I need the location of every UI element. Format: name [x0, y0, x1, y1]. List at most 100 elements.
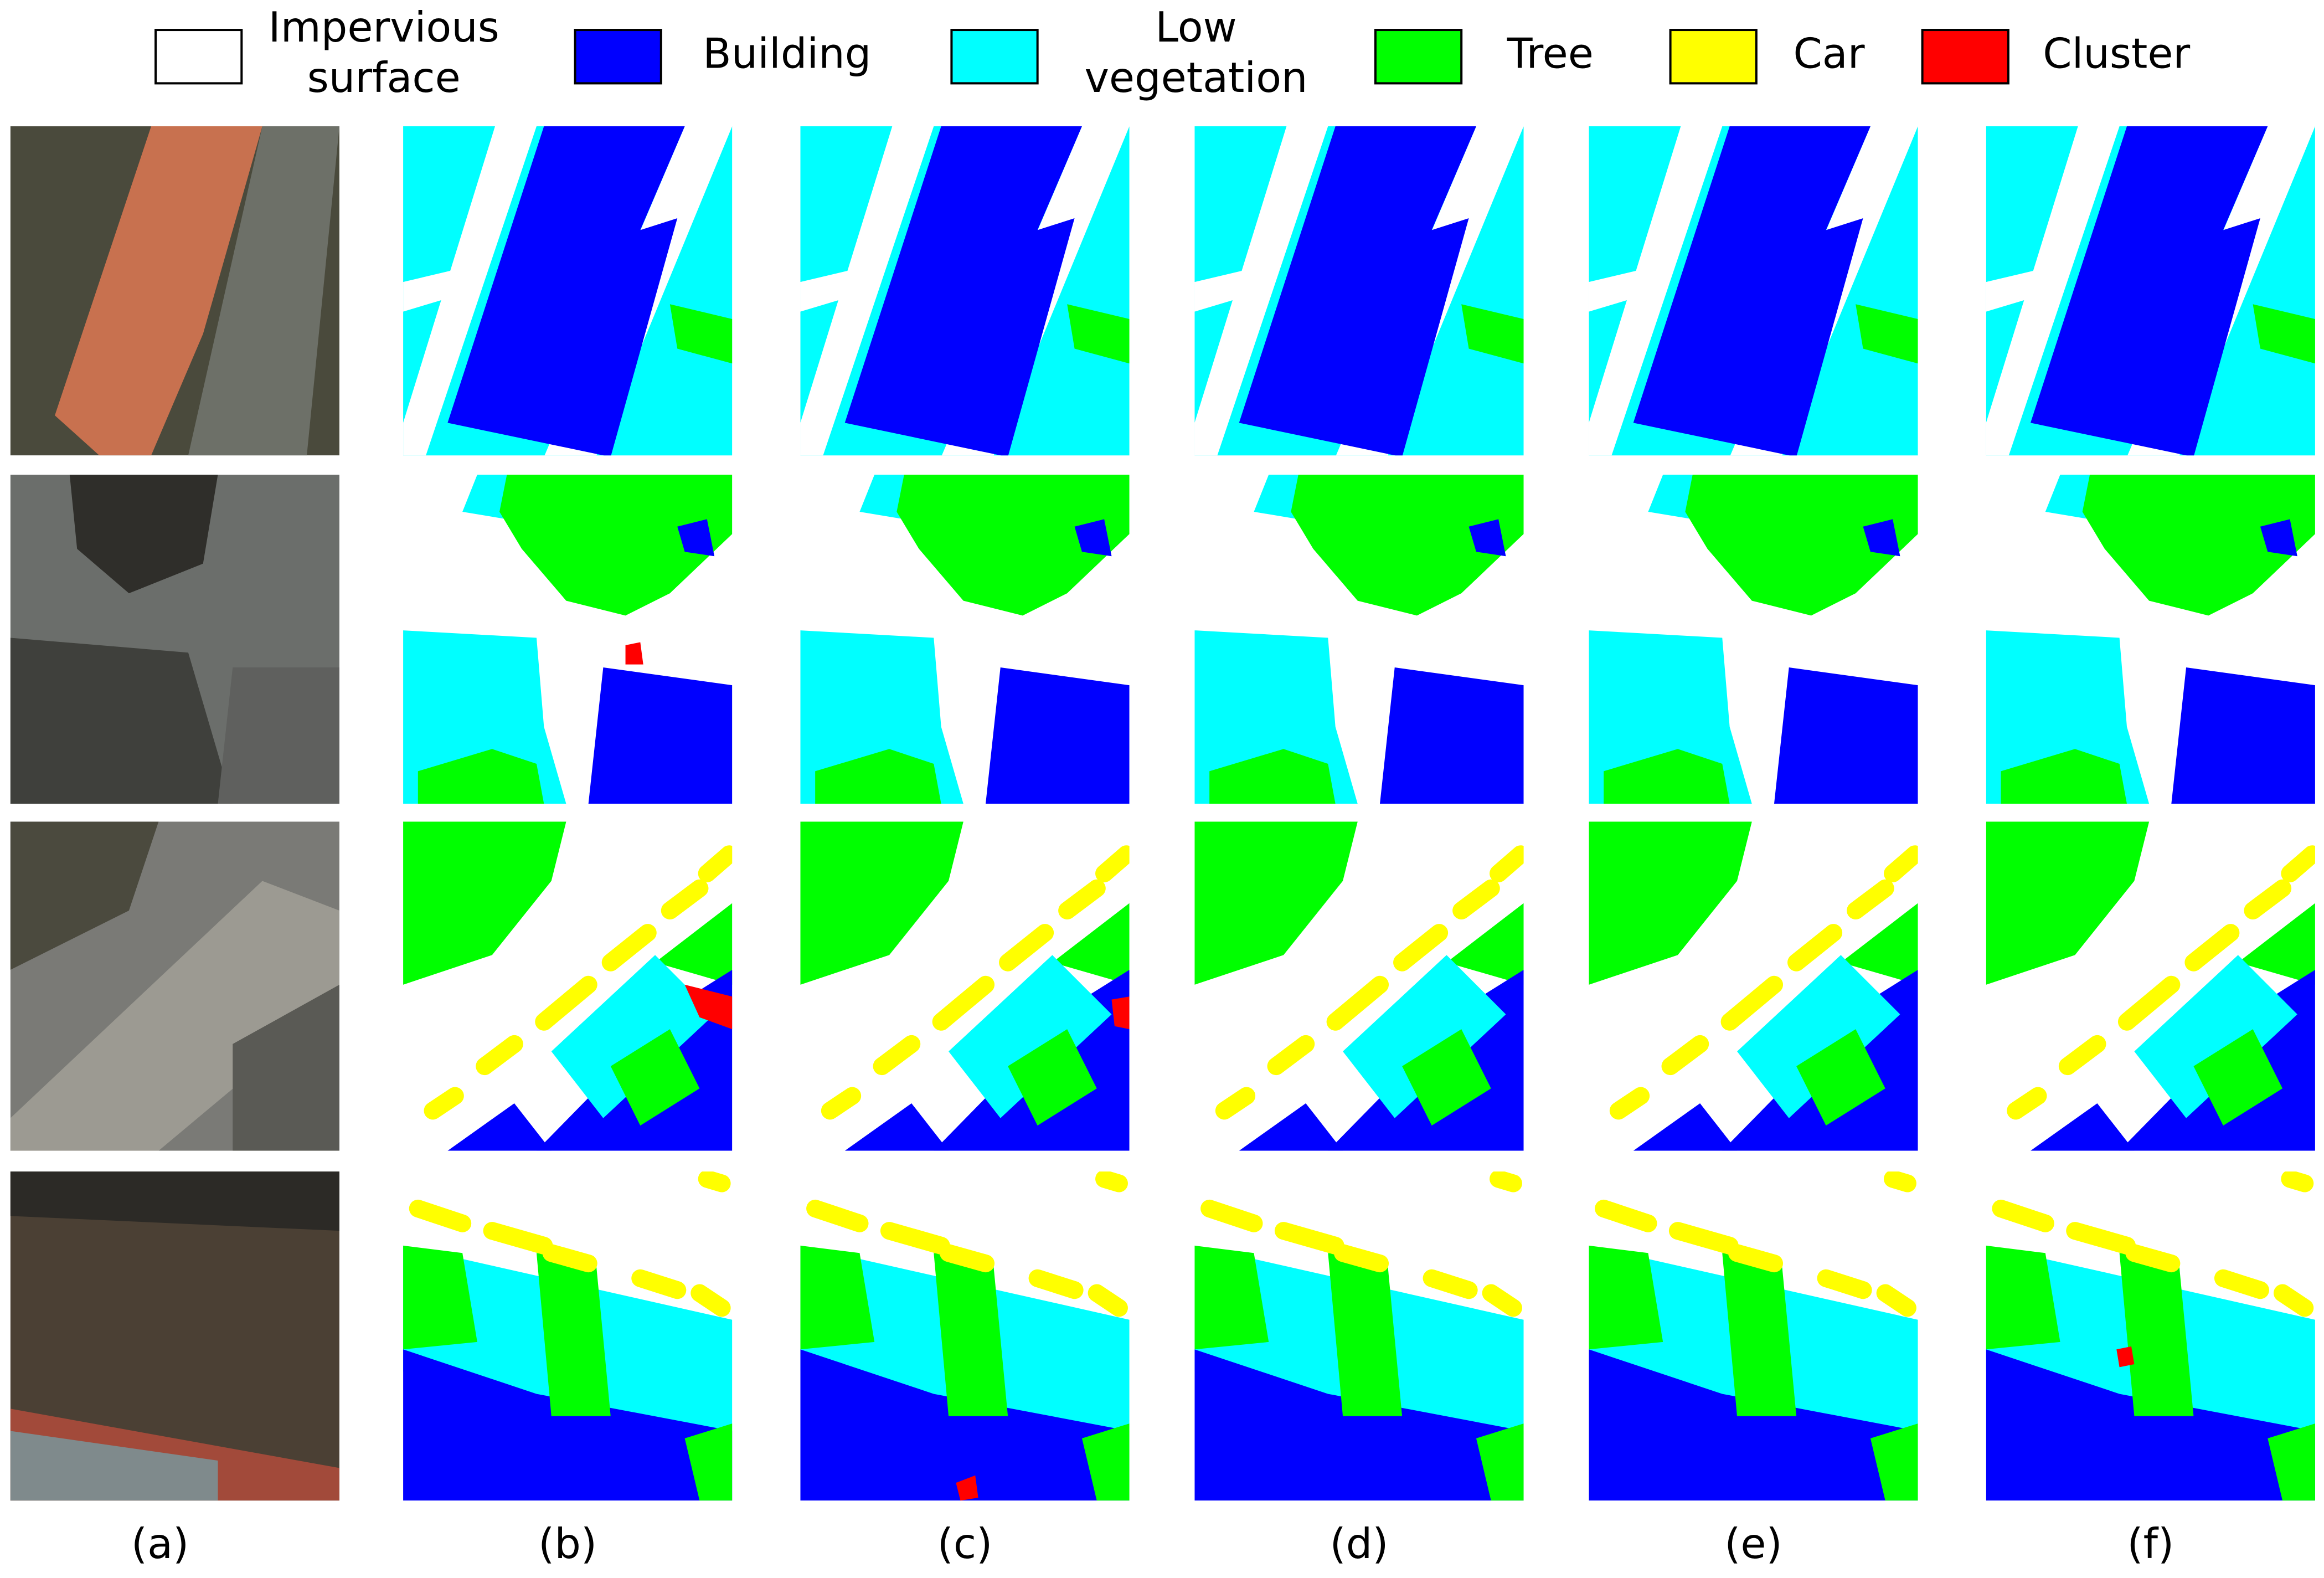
panel-content: [800, 1171, 1130, 1501]
class-region: [2119, 1253, 2194, 1416]
car-region: [631, 1269, 687, 1299]
legend-label: Building: [703, 29, 871, 78]
class-region: [1604, 749, 1730, 804]
prediction-panel: [1986, 126, 2315, 456]
column-label: (f): [2127, 1519, 2174, 1568]
panel-content: [403, 821, 733, 1151]
class-region: [536, 1253, 611, 1416]
car-region: [698, 1171, 731, 1193]
car-region: [999, 924, 1054, 972]
cluster-region: [956, 1475, 978, 1501]
car-region: [1215, 1087, 1256, 1120]
panel-content: [10, 821, 339, 1151]
panel-content: [403, 126, 733, 456]
car-region: [424, 1087, 464, 1120]
class-region: [2001, 749, 2127, 804]
car-region: [1992, 1199, 2054, 1232]
class-region: [1008, 1029, 1097, 1126]
class-region: [1796, 1029, 1885, 1126]
class-region: [1328, 1253, 1403, 1416]
legend-label: Impervious surface: [269, 3, 499, 102]
class-region: [1343, 955, 1506, 1118]
car-region: [1095, 845, 1130, 883]
class-region: [551, 955, 715, 1118]
panel-content: [1194, 1171, 1524, 1501]
cluster-region: [1111, 996, 1130, 1030]
class-region: [1774, 667, 1918, 804]
car-region: [1876, 1284, 1916, 1317]
class-region: [403, 1245, 477, 1350]
car-region: [1661, 1035, 1709, 1076]
panel-content: [1589, 475, 1918, 804]
column-label: (d): [1330, 1519, 1388, 1568]
car-region: [698, 845, 733, 883]
car-region: [601, 924, 657, 972]
class-region: [447, 126, 685, 456]
panel-content: [403, 1171, 733, 1501]
car-region: [483, 1222, 553, 1255]
class-region: [655, 903, 733, 985]
panel-content: [800, 821, 1130, 1151]
legend-label: Low vegetation: [1085, 3, 1308, 102]
class-region: [1986, 126, 2120, 456]
photo-region: [10, 1171, 339, 1231]
car-region: [535, 975, 597, 1031]
class-region: [1476, 1423, 1524, 1501]
class-region: [447, 1103, 552, 1151]
car-region: [880, 1222, 950, 1255]
class-region: [1633, 126, 1870, 456]
prediction-panel: [1986, 1171, 2315, 1501]
class-region: [1841, 903, 1918, 985]
class-region: [2238, 903, 2315, 985]
legend-swatch: [950, 29, 1039, 85]
column-label: (e): [1724, 1519, 1782, 1568]
class-region: [1737, 955, 1900, 1118]
panel-content: [10, 126, 339, 456]
class-region: [1194, 1349, 1524, 1501]
class-region: [2268, 1423, 2315, 1501]
class-region: [1239, 126, 1476, 456]
class-region: [669, 304, 733, 364]
class-region: [2031, 126, 2268, 456]
class-region: [934, 1253, 1008, 1416]
class-region: [1052, 903, 1130, 985]
prediction-panel: [403, 1171, 733, 1501]
class-region: [844, 126, 1082, 456]
class-region: [1468, 519, 1506, 557]
car-region: [542, 1244, 597, 1273]
car-region: [1817, 1269, 1872, 1299]
class-region: [800, 1245, 875, 1350]
panel-content: [1194, 821, 1524, 1151]
legend-swatch: [1669, 29, 1758, 85]
car-region: [1720, 975, 1784, 1031]
legend-swatch: [1921, 29, 2009, 85]
car-region: [2281, 1171, 2314, 1193]
class-region: [1633, 1103, 1738, 1151]
car-region: [1884, 845, 1918, 883]
panel-content: [800, 475, 1130, 804]
class-region: [1194, 821, 1358, 985]
panel-content: [1986, 821, 2315, 1151]
panel-content: [1986, 1171, 2315, 1501]
column-label: (b): [538, 1519, 597, 1568]
car-region: [1787, 924, 1843, 972]
car-region: [1847, 879, 1894, 920]
car-region: [1452, 879, 1500, 920]
class-region: [1589, 1245, 1663, 1350]
panel-content: [1589, 126, 1918, 456]
column-label: (c): [937, 1519, 993, 1568]
class-region: [684, 1423, 733, 1501]
car-region: [932, 975, 995, 1031]
class-region: [1081, 1423, 1130, 1501]
car-region: [2184, 924, 2240, 972]
class-region: [1402, 1029, 1491, 1126]
car-region: [2125, 1244, 2181, 1273]
prediction-panel: [1589, 821, 1918, 1151]
car-region: [1088, 1284, 1128, 1317]
prediction-panel: [403, 475, 733, 804]
legend-swatch: [1374, 29, 1463, 85]
class-region: [403, 1349, 733, 1501]
car-region: [2007, 1087, 2047, 1120]
car-region: [661, 879, 709, 920]
